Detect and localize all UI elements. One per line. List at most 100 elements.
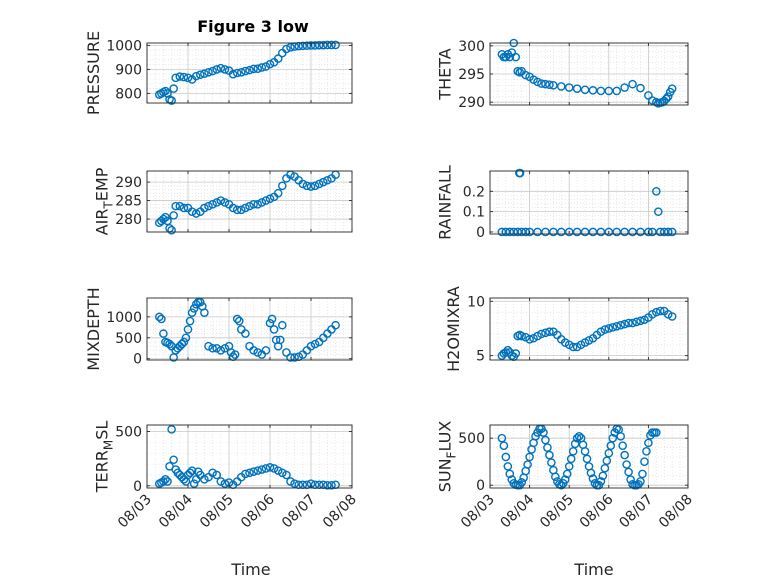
data-point <box>273 54 283 63</box>
data-point <box>298 41 308 51</box>
data-point <box>220 198 230 207</box>
data-point <box>318 40 328 50</box>
data-point <box>282 348 291 357</box>
data-point <box>216 477 226 486</box>
data-point <box>604 227 614 237</box>
major-grid <box>147 298 352 360</box>
y-tick-label: 0 <box>133 352 142 368</box>
data-point <box>187 466 197 475</box>
data-point <box>230 350 240 359</box>
data-point <box>638 469 647 479</box>
data-point <box>541 435 550 445</box>
data-point <box>157 314 166 324</box>
data-point <box>667 84 677 93</box>
data-point <box>302 181 312 191</box>
y-tick-label: 500 <box>115 425 142 441</box>
data-point <box>245 468 254 478</box>
data-point <box>501 227 511 237</box>
data-point <box>187 308 197 317</box>
y-tick-label: 0 <box>476 225 485 241</box>
data-point <box>505 227 515 237</box>
data-point <box>604 448 614 458</box>
data-point <box>189 479 199 488</box>
data-point <box>568 342 578 352</box>
data-point <box>234 316 244 326</box>
series-markers <box>154 297 340 362</box>
subplot-rainfall: 0 0.1 0.2 RAINFALL <box>436 165 689 241</box>
data-point <box>306 341 316 351</box>
data-point <box>212 343 221 353</box>
data-point <box>547 458 556 467</box>
data-point <box>159 329 168 338</box>
series-markers <box>497 168 677 237</box>
data-point <box>663 227 673 237</box>
series-markers <box>497 38 677 108</box>
data-point <box>323 175 332 185</box>
data-point <box>549 227 558 237</box>
data-point <box>505 52 515 62</box>
data-point <box>616 431 625 441</box>
data-point <box>167 96 176 105</box>
data-point <box>228 203 238 213</box>
data-point <box>273 188 283 198</box>
y-tick-label: 500 <box>115 331 142 347</box>
major-grid <box>490 298 688 360</box>
y-axis-label: MIXDEPTH <box>84 287 103 370</box>
data-point <box>249 64 258 74</box>
data-point <box>551 472 560 482</box>
y-tick-label: 0.2 <box>463 184 485 200</box>
data-point <box>525 452 534 462</box>
data-point <box>282 470 291 480</box>
data-point <box>269 325 279 334</box>
data-point <box>310 339 320 349</box>
data-point <box>257 198 267 207</box>
y-axis-label: SUNFLUX <box>436 421 459 493</box>
data-point <box>327 40 336 50</box>
data-point <box>655 306 665 316</box>
data-point <box>556 82 566 91</box>
data-point <box>640 457 649 466</box>
data-point <box>642 447 651 456</box>
data-point <box>208 66 217 76</box>
data-point <box>232 68 242 78</box>
data-point <box>277 181 287 191</box>
data-point <box>588 86 598 95</box>
data-point <box>620 450 629 460</box>
y-tick-label: 800 <box>115 86 142 102</box>
figure-title: Figure 3 low <box>197 17 309 36</box>
data-point <box>582 454 592 464</box>
data-point <box>167 425 176 434</box>
data-point <box>612 227 622 237</box>
data-point <box>545 80 554 90</box>
y-tick-label: 290 <box>458 95 485 111</box>
data-point <box>169 211 178 220</box>
y-tick-label: 280 <box>115 212 142 228</box>
data-point <box>216 196 226 205</box>
data-point <box>586 468 596 478</box>
data-point <box>290 353 299 362</box>
major-grid <box>490 425 688 488</box>
data-point <box>626 475 635 484</box>
data-point <box>513 227 523 237</box>
data-point <box>220 343 230 353</box>
data-point <box>195 297 205 307</box>
data-point <box>216 63 226 73</box>
y-tick-label: 500 <box>458 431 485 447</box>
data-point <box>169 84 178 93</box>
data-point <box>236 67 246 77</box>
data-point <box>286 353 295 362</box>
y-tick-label: 1000 <box>106 310 142 326</box>
y-axis-label: AIRTEMP <box>93 167 116 235</box>
data-point <box>588 227 598 237</box>
data-point <box>245 65 254 75</box>
data-point <box>208 343 217 353</box>
data-point <box>232 314 242 324</box>
data-point <box>600 325 610 334</box>
data-point <box>245 201 254 211</box>
series-markers <box>154 170 340 235</box>
data-point <box>620 83 629 92</box>
data-point <box>183 325 193 334</box>
data-point <box>628 79 637 89</box>
data-point <box>564 83 574 92</box>
